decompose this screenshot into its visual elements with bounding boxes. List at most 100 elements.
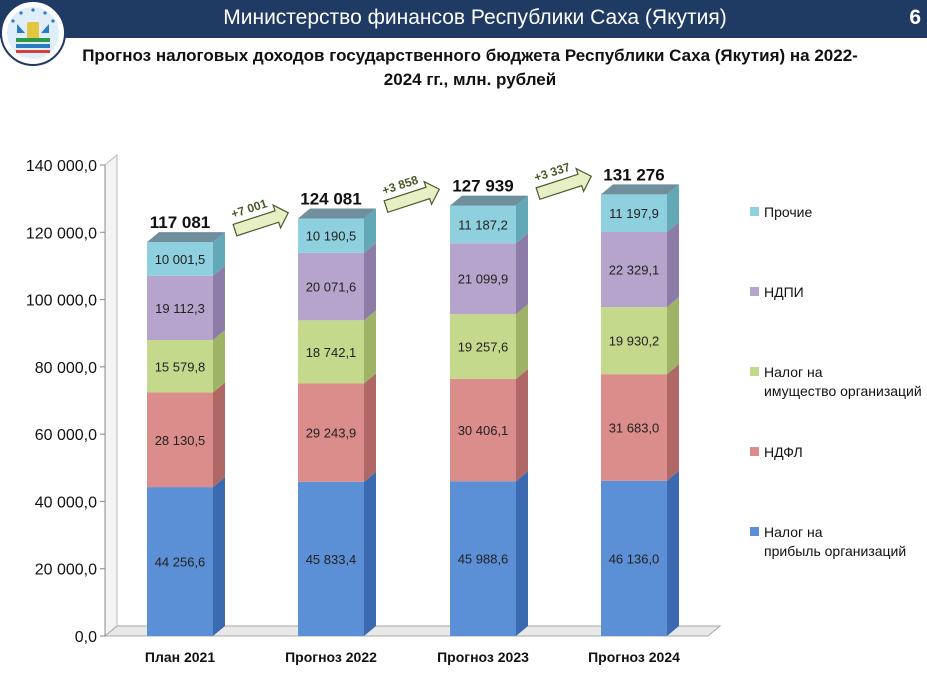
x-tick-label: План 2021 xyxy=(145,649,215,665)
bar-segment-side xyxy=(213,382,225,488)
data-label: 21 099,9 xyxy=(458,272,509,287)
data-label: 30 406,1 xyxy=(458,423,509,438)
bar-segment-side xyxy=(516,233,528,315)
bar-segment xyxy=(450,378,516,482)
bar-segment xyxy=(601,480,667,636)
bar-segment-side xyxy=(516,471,528,636)
legend-label: НДФЛ xyxy=(764,444,803,460)
bar-segment xyxy=(450,205,516,244)
bar-segment-side xyxy=(213,232,225,276)
y-tick-label: 0,0 xyxy=(75,629,97,646)
bar-segment xyxy=(147,275,213,341)
bar-segment xyxy=(298,252,364,321)
bar-segment xyxy=(601,194,667,233)
bar-top xyxy=(147,232,225,243)
total-label: 124 081 xyxy=(300,190,361,209)
bar-segment xyxy=(601,232,667,308)
legend-swatch xyxy=(750,447,759,456)
y-tick-label: 140 000,0 xyxy=(26,158,97,175)
bar-segment-side xyxy=(516,304,528,379)
bar-segment-side xyxy=(364,471,376,636)
bar-segment-side xyxy=(213,477,225,636)
bar-segment xyxy=(450,481,516,636)
data-label: 15 579,8 xyxy=(155,359,206,374)
growth-arrow: +7 001 xyxy=(229,196,290,237)
data-label: 11 187,2 xyxy=(458,217,508,232)
legend-label: Прочие xyxy=(764,204,812,220)
bar-segment-side xyxy=(667,364,679,481)
bar-segment-side xyxy=(213,330,225,393)
bar-segment xyxy=(298,383,364,482)
y-tick-label: 20 000,0 xyxy=(35,562,97,579)
page-number: 6 xyxy=(909,6,921,29)
y-tick-label: 40 000,0 xyxy=(35,494,97,511)
bar-top xyxy=(298,208,376,219)
y-tick-label: 120 000,0 xyxy=(26,225,97,242)
header-title: Министерство финансов Республики Саха (Я… xyxy=(223,6,727,29)
data-label: 19 112,3 xyxy=(155,301,205,316)
legend-swatch xyxy=(750,287,759,296)
data-label: 11 197,9 xyxy=(609,206,659,221)
growth-arrow: +3 858 xyxy=(380,173,441,214)
bar-segment xyxy=(298,320,364,384)
axis-side-wall xyxy=(104,153,118,638)
bar-segment-side xyxy=(364,310,376,384)
growth-arrow-shape xyxy=(535,167,593,201)
data-label: 19 257,6 xyxy=(458,340,509,355)
data-label: 19 930,2 xyxy=(609,334,660,349)
y-tick-label: 80 000,0 xyxy=(35,360,97,377)
bar-segment-side xyxy=(364,208,376,253)
x-tick-label: Прогноз 2022 xyxy=(285,649,377,665)
data-label: 46 136,0 xyxy=(609,551,660,566)
bar-segment-side xyxy=(667,297,679,375)
bar-segment-side xyxy=(364,242,376,321)
total-label: 127 939 xyxy=(452,177,513,196)
data-label: 28 130,5 xyxy=(155,433,206,448)
data-label: 45 988,6 xyxy=(458,552,509,567)
bar-segment-side xyxy=(667,222,679,308)
bar-segment xyxy=(450,314,516,379)
data-label: 31 683,0 xyxy=(609,420,660,435)
coat-of-arms-icon xyxy=(0,0,66,66)
data-label: 44 256,6 xyxy=(155,555,206,570)
bar-segment xyxy=(601,307,667,375)
chart-title: Прогноз налоговых доходов государственно… xyxy=(82,46,858,89)
data-label: 10 190,5 xyxy=(306,229,357,244)
data-label: 45 833,4 xyxy=(306,552,357,567)
bar-segment-side xyxy=(667,470,679,636)
bar-segment-side xyxy=(364,373,376,482)
bar-segment xyxy=(147,487,213,636)
legend-swatch xyxy=(750,207,759,216)
data-label: 10 001,5 xyxy=(155,252,206,267)
bar-segment-side xyxy=(667,184,679,233)
bar-segment-side xyxy=(213,265,225,341)
bar-segment xyxy=(147,340,213,393)
data-label: 29 243,9 xyxy=(306,426,357,441)
bar-segment xyxy=(450,243,516,315)
legend-label: Налог на xyxy=(764,524,823,540)
data-label: 20 071,6 xyxy=(306,280,357,295)
bar-top xyxy=(450,195,528,206)
y-tick-label: 60 000,0 xyxy=(35,427,97,444)
legend-swatch xyxy=(750,367,759,376)
y-tick-label: 100 000,0 xyxy=(26,293,97,310)
growth-arrow: +3 337 xyxy=(532,160,593,201)
header-bar: Министерство финансов Республики Саха (Я… xyxy=(0,0,927,38)
growth-arrow-shape xyxy=(232,203,290,237)
legend-label: имущество организаций xyxy=(764,383,922,399)
legend-label: Налог на xyxy=(764,364,823,380)
growth-arrow-shape xyxy=(383,180,441,214)
legend-label: НДПИ xyxy=(764,284,804,300)
bar-segment xyxy=(147,242,213,276)
data-label: 18 742,1 xyxy=(306,345,357,360)
legend-swatch xyxy=(750,527,759,536)
bar-segment-side xyxy=(516,195,528,244)
data-label: 22 329,1 xyxy=(609,263,660,278)
bar-segment xyxy=(298,481,364,636)
total-label: 117 081 xyxy=(150,213,211,232)
bar-top xyxy=(601,184,679,195)
x-tick-label: Прогноз 2024 xyxy=(588,649,680,665)
total-label: 131 276 xyxy=(603,165,664,184)
bar-segment xyxy=(601,374,667,481)
